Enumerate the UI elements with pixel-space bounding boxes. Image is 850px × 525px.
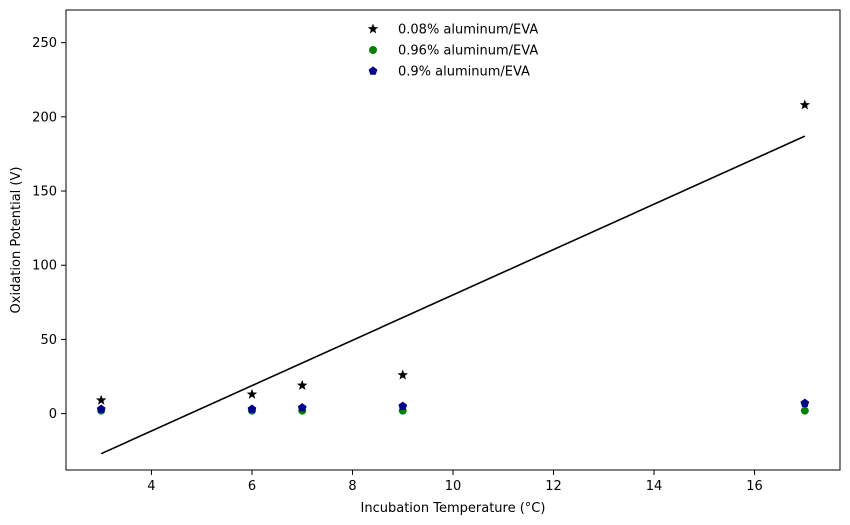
x-tick-label: 4 bbox=[147, 479, 155, 494]
star-point bbox=[799, 99, 811, 110]
x-tick-label: 8 bbox=[348, 479, 356, 494]
y-tick-label: 200 bbox=[32, 110, 57, 125]
legend-label: 0.08% aluminum/EVA bbox=[398, 23, 538, 38]
data-points bbox=[95, 99, 811, 415]
pentagon-point bbox=[96, 404, 106, 413]
legend-pentagon-marker bbox=[368, 66, 378, 75]
pentagon-point bbox=[297, 403, 307, 412]
x-tick-label: 6 bbox=[248, 479, 256, 494]
star-point bbox=[246, 388, 258, 399]
y-tick-label: 0 bbox=[49, 407, 57, 422]
legend-circle-marker bbox=[369, 46, 377, 54]
y-tick-label: 150 bbox=[32, 185, 57, 200]
star-point bbox=[95, 394, 107, 405]
legend-label: 0.96% aluminum/EVA bbox=[398, 44, 538, 59]
y-tick-label: 50 bbox=[40, 333, 57, 348]
legend-star-marker bbox=[367, 23, 379, 34]
x-axis-label: Incubation Temperature (°C) bbox=[361, 501, 546, 516]
y-axis-ticks: 0 50 100 150 200 250 bbox=[32, 36, 66, 422]
pentagon-point bbox=[800, 398, 810, 407]
x-axis-ticks: 4 6 8 10 12 14 16 bbox=[147, 470, 763, 494]
y-tick-label: 100 bbox=[32, 259, 57, 274]
legend-label: 0.9% aluminum/EVA bbox=[398, 65, 530, 80]
pentagon-point bbox=[247, 404, 257, 413]
fit-line bbox=[100, 135, 806, 455]
x-tick-label: 14 bbox=[646, 479, 663, 494]
circle-point bbox=[800, 406, 809, 415]
fit-line-group bbox=[100, 135, 806, 455]
y-tick-label: 250 bbox=[32, 36, 57, 51]
x-tick-label: 12 bbox=[545, 479, 562, 494]
star-point bbox=[296, 379, 308, 390]
y-axis-label: Oxidation Potential (V) bbox=[9, 167, 24, 314]
x-tick-label: 10 bbox=[445, 479, 462, 494]
x-tick-label: 16 bbox=[746, 479, 763, 494]
star-point bbox=[397, 369, 408, 380]
legend: 0.08% aluminum/EVA 0.96% aluminum/EVA 0.9%… bbox=[367, 23, 538, 80]
pentagon-point bbox=[398, 401, 408, 410]
